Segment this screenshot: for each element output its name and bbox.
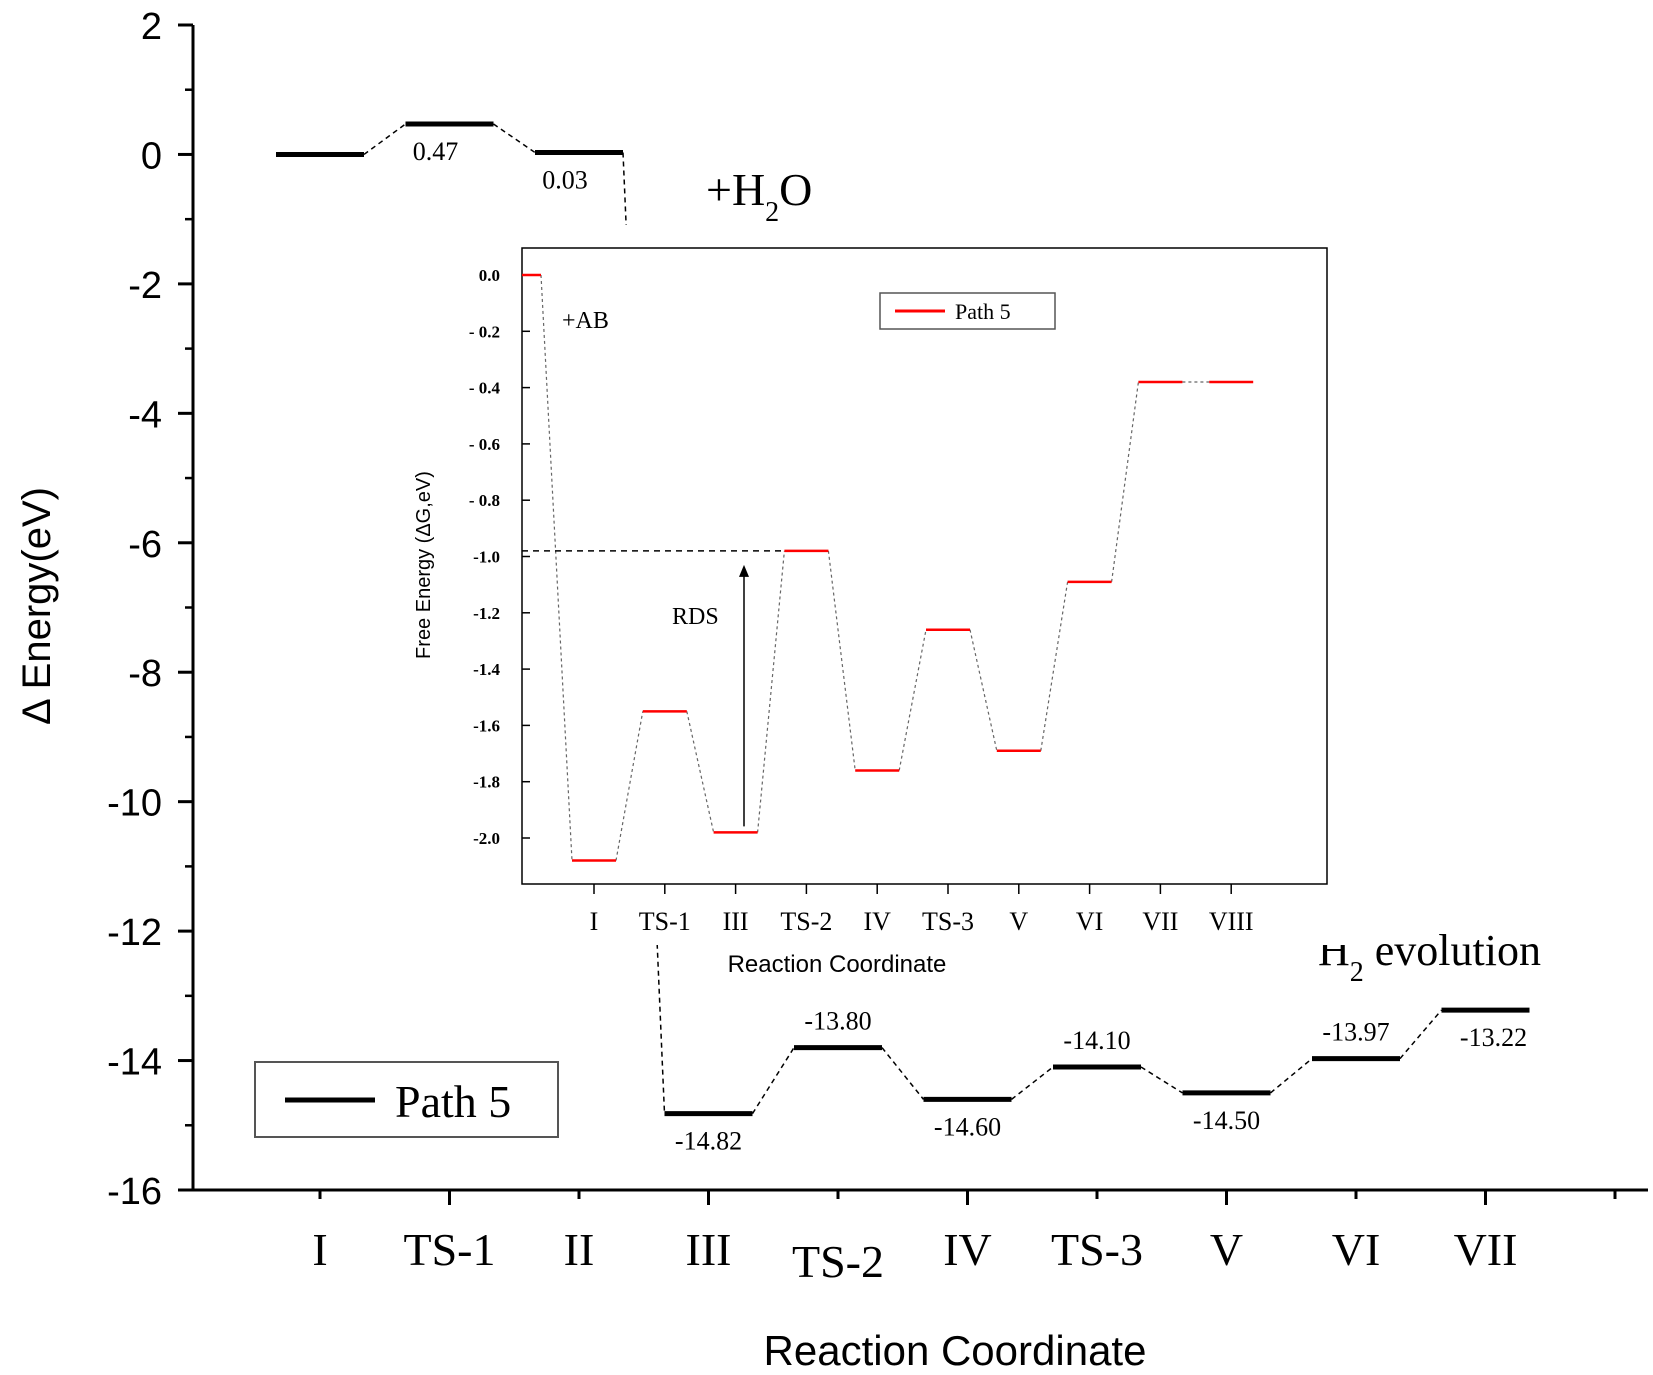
inset-y-tick-label: -1.8 <box>473 773 500 792</box>
inset-chart: 0.0 - 0.2 - 0.4 - 0.6 - 0.8 -1.0 -1.2 -1.4 -1.6 -… <box>413 225 1360 978</box>
inset-y-tick-label: - 0.8 <box>469 491 500 510</box>
main-x-ticks: I TS-1 II III TS-2 IV TS-3 V VI VII <box>312 1190 1617 1287</box>
inset-x-ticks: I TS-1 III TS-2 IV TS-3 V VI VII VIII <box>590 884 1254 936</box>
main-y-ticks: 2 0 -2 -4 -6 -8 -10 -12 -14 -16 <box>107 6 193 1213</box>
inset-levels <box>522 273 1254 862</box>
inset-x-tick-label: TS-3 <box>922 907 974 936</box>
inset-connector <box>686 711 715 833</box>
inset-y-tick-label: 0.0 <box>479 266 500 285</box>
inset-connector <box>1111 381 1139 582</box>
inset-x-tick-label: VII <box>1142 907 1178 936</box>
main-x-tick-label: VII <box>1454 1224 1518 1275</box>
main-chart: 20-2-4-6-8-10-12-14-16 I TS-1 II III TS-2 IV T… <box>15 6 1648 1374</box>
inset-connector <box>969 629 998 751</box>
main-levels <box>276 121 1530 1117</box>
main-data-label: 0.47 <box>413 137 459 166</box>
main-data-label: -13.97 <box>1322 1018 1389 1047</box>
main-x-tick-label: III <box>686 1224 732 1275</box>
rds-arrowhead <box>739 564 749 577</box>
inset-connector <box>1040 581 1069 751</box>
main-y-tick-label: -4 <box>128 394 162 436</box>
main-data-labels: 0.47 0.03 -14.82 -13.80 -14.60 -14.10 -14.50 -1… <box>413 137 1527 1156</box>
inset-y-tick-label: -1.6 <box>473 716 500 735</box>
main-data-label: -14.50 <box>1193 1106 1260 1135</box>
main-connector <box>1270 1058 1313 1094</box>
main-data-label: -14.82 <box>675 1127 742 1156</box>
main-y-tick-label: -14 <box>107 1042 162 1084</box>
inset-y-tick-label: -1.2 <box>473 604 500 623</box>
inset-connector <box>615 711 644 861</box>
inset-x-tick-label: V <box>1009 907 1028 936</box>
inset-x-tick-label: TS-2 <box>780 907 832 936</box>
main-x-axis-title: Reaction Coordinate <box>764 1327 1147 1374</box>
main-y-tick-label: -8 <box>128 653 162 695</box>
main-x-tick-label: TS-3 <box>1051 1224 1143 1275</box>
main-data-label: -14.60 <box>934 1112 1001 1141</box>
inset-legend: Path 5 <box>879 292 1056 330</box>
inset-y-ticks: 0.0 - 0.2 - 0.4 - 0.6 - 0.8 -1.0 -1.2 -1.4 -1.6 -… <box>469 266 530 848</box>
main-x-tick-label: V <box>1210 1224 1243 1275</box>
main-y-axis-title: Δ Energy(eV) <box>15 487 59 725</box>
water-annotation: +H2O <box>706 164 812 228</box>
main-connector <box>1399 1009 1443 1060</box>
inset-y-tick-label: -1.4 <box>473 660 500 679</box>
inset-connector <box>827 550 856 771</box>
main-y-tick-label: -12 <box>107 912 162 954</box>
main-y-tick-label: -16 <box>107 1171 162 1213</box>
main-connector <box>363 123 406 156</box>
rds-annotation: RDS <box>672 604 719 630</box>
main-connector <box>493 123 536 154</box>
inset-y-tick-label: - 0.6 <box>469 435 500 454</box>
inset-x-tick-label: III <box>723 907 749 936</box>
inset-x-tick-label: VIII <box>1209 907 1254 936</box>
ab-annotation: +AB <box>562 308 609 334</box>
main-x-tick-label: VI <box>1332 1224 1381 1275</box>
main-x-tick-label: I <box>312 1224 327 1275</box>
inset-x-tick-label: I <box>590 907 599 936</box>
main-connector <box>881 1047 925 1100</box>
inset-connector <box>757 550 785 833</box>
inset-y-tick-label: -2.0 <box>473 829 500 848</box>
inset-x-tick-label: TS-1 <box>639 907 691 936</box>
inset-y-tick-label: -1.0 <box>473 548 500 567</box>
main-legend-label: Path 5 <box>395 1076 511 1127</box>
inset-connector <box>540 274 573 861</box>
main-data-label: -14.10 <box>1063 1026 1130 1055</box>
main-y-tick-label: 0 <box>141 135 162 177</box>
inset-y-tick-label: - 0.2 <box>469 322 500 341</box>
main-data-label: 0.03 <box>542 166 588 195</box>
main-y-tick-label: 2 <box>141 6 162 48</box>
main-legend: Path 5 <box>254 1061 559 1138</box>
inset-legend-label: Path 5 <box>955 299 1011 324</box>
main-y-tick-label: -6 <box>128 524 162 566</box>
inset-y-axis-title: Free Energy (ΔG,eV) <box>413 471 435 659</box>
main-x-tick-label: TS-2 <box>792 1236 884 1287</box>
inset-x-tick-label: VI <box>1076 907 1103 936</box>
main-x-tick-label: IV <box>943 1224 992 1275</box>
main-x-tick-label: TS-1 <box>404 1224 496 1275</box>
main-y-tick-label: -2 <box>128 265 162 307</box>
inset-y-tick-label: - 0.4 <box>469 379 501 398</box>
main-connector <box>751 1047 795 1115</box>
inset-connectors <box>540 274 1210 861</box>
inset-x-tick-label: IV <box>863 907 891 936</box>
main-connector <box>1011 1066 1054 1100</box>
main-data-label: -13.22 <box>1460 1023 1527 1052</box>
inset-plot-frame <box>521 247 1328 885</box>
main-y-tick-label: -10 <box>107 783 162 825</box>
inset-background <box>515 225 1360 945</box>
main-data-label: -13.80 <box>804 1007 871 1036</box>
main-x-tick-label: II <box>564 1224 595 1275</box>
inset-x-axis-title: Reaction Coordinate <box>728 951 947 978</box>
main-connector <box>1140 1066 1183 1094</box>
